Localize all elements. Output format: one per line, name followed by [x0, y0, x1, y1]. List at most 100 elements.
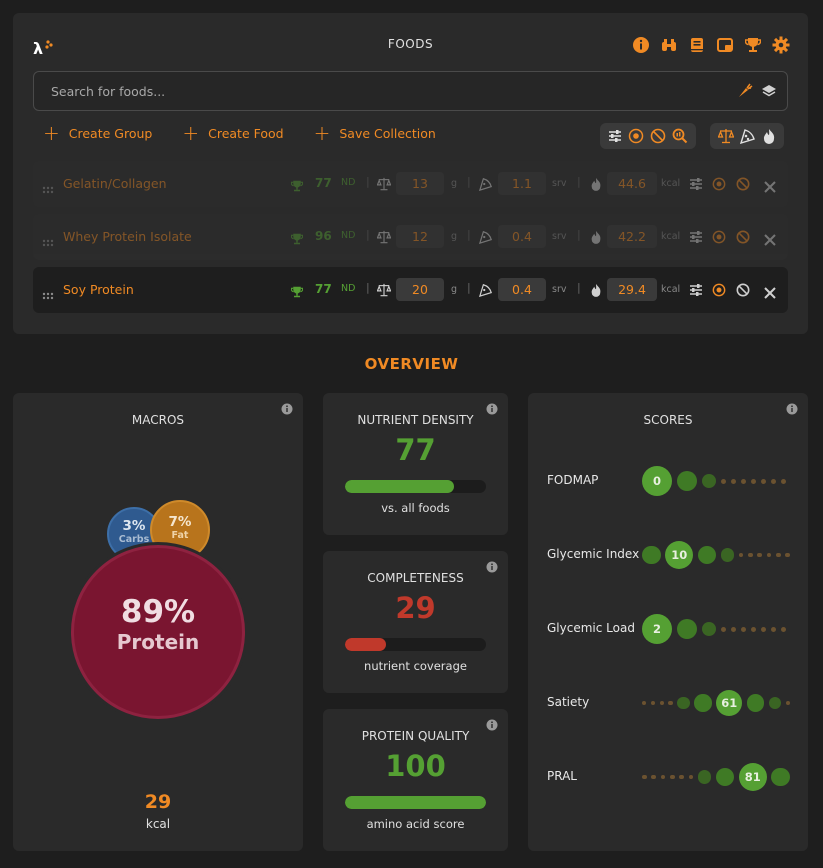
drag-handle-icon[interactable] — [42, 285, 54, 304]
score-value-dot: 2 — [642, 614, 672, 644]
score-dot — [748, 552, 753, 558]
nd-label: ND — [341, 230, 356, 241]
score-dot — [766, 552, 772, 558]
close-icon[interactable] — [764, 284, 776, 303]
target-icon[interactable] — [712, 176, 726, 195]
servings-unit: srv — [552, 178, 567, 189]
servings-input[interactable]: 0.4 — [498, 225, 546, 248]
score-dot — [768, 696, 782, 710]
search-zoom-icon[interactable] — [672, 128, 688, 144]
pizza-slice-icon[interactable] — [740, 128, 756, 144]
score-dot — [731, 626, 736, 632]
food-name[interactable]: Whey Protein Isolate — [63, 229, 192, 244]
layers-icon[interactable] — [761, 83, 777, 99]
gear-icon[interactable] — [772, 36, 790, 54]
save-collection-button[interactable]: + Save Collection — [313, 121, 436, 145]
score-dot — [660, 774, 666, 780]
target-icon[interactable] — [712, 282, 726, 301]
kcal-input[interactable]: 44.6 — [607, 172, 657, 195]
servings-input[interactable]: 1.1 — [498, 172, 546, 195]
drag-handle-icon[interactable] — [42, 179, 54, 198]
protein-bubble: 89% Protein — [71, 545, 245, 719]
scale-icon[interactable] — [718, 128, 734, 144]
info-icon[interactable] — [632, 36, 650, 54]
ban-icon[interactable] — [650, 128, 666, 144]
score-value-dot: 0 — [642, 466, 672, 496]
sliders-icon[interactable] — [689, 282, 703, 301]
fire-icon — [590, 282, 602, 301]
separator: | — [467, 228, 471, 241]
amount-input[interactable]: 13 — [396, 172, 444, 195]
score-dot — [659, 700, 664, 706]
completeness-title: COMPLETENESS — [367, 571, 464, 585]
nutrient-density-caption: vs. all foods — [381, 501, 450, 515]
sliders-icon[interactable] — [608, 129, 622, 143]
protein-quality-value: 100 — [385, 749, 446, 783]
drag-handle-icon[interactable] — [42, 232, 54, 251]
trophy-icon[interactable] — [744, 36, 762, 54]
score-dot — [669, 774, 675, 780]
binoculars-icon[interactable] — [660, 36, 678, 54]
food-search-input[interactable] — [51, 83, 701, 99]
score-dot — [741, 626, 746, 632]
ban-icon[interactable] — [736, 176, 750, 195]
create-group-button[interactable]: + Create Group — [43, 121, 153, 145]
food-name[interactable]: Gelatin/Collagen — [63, 176, 167, 191]
fire-icon — [590, 176, 602, 195]
picture-in-picture-icon[interactable] — [716, 36, 734, 54]
score-dot — [679, 774, 684, 780]
target-icon[interactable] — [712, 229, 726, 248]
amount-input[interactable]: 12 — [396, 225, 444, 248]
amount-input[interactable]: 20 — [396, 278, 444, 301]
nutrient-density-bar — [345, 480, 486, 493]
servings-input[interactable]: 0.4 — [498, 278, 546, 301]
kcal-input[interactable]: 29.4 — [607, 278, 657, 301]
food-search-box — [33, 71, 788, 111]
score-dot — [677, 471, 697, 491]
protein-quality-caption: amino acid score — [366, 817, 465, 831]
actions-row: + Create Group + Create Food + Save Collect… — [43, 121, 436, 145]
food-score: 77 — [315, 282, 332, 296]
kcal-input[interactable]: 42.2 — [607, 225, 657, 248]
info-icon[interactable] — [786, 403, 798, 415]
ban-icon[interactable] — [736, 229, 750, 248]
target-icon[interactable] — [628, 128, 644, 144]
completeness-bar — [345, 638, 486, 651]
pizza-slice-icon — [478, 282, 493, 301]
close-icon[interactable] — [764, 231, 776, 250]
food-row[interactable]: Gelatin/Collagen 77 ND | 13 g | 1.1 srv … — [33, 161, 788, 207]
food-name[interactable]: Soy Protein — [63, 282, 134, 297]
book-icon[interactable] — [688, 36, 706, 54]
create-food-button[interactable]: + Create Food — [182, 121, 284, 145]
score-dot — [702, 474, 716, 488]
ban-icon[interactable] — [736, 282, 750, 301]
food-row[interactable]: Whey Protein Isolate 96 ND | 12 g | 0.4 … — [33, 214, 788, 260]
amount-unit: g — [451, 284, 458, 295]
close-icon[interactable] — [764, 178, 776, 197]
info-icon[interactable] — [486, 719, 498, 731]
sliders-icon[interactable] — [689, 229, 703, 248]
score-value-dot: 81 — [738, 763, 767, 791]
scale-icon — [376, 282, 392, 301]
fire-icon[interactable] — [762, 128, 776, 144]
view-toggle-group — [600, 123, 696, 149]
trophy-icon — [290, 177, 304, 196]
app-logo-icon[interactable]: λ — [33, 37, 53, 57]
carrot-icon[interactable] — [737, 83, 753, 99]
info-icon[interactable] — [281, 403, 293, 415]
info-icon[interactable] — [486, 403, 498, 415]
food-row[interactable]: Soy Protein 77 ND | 20 g | 0.4 srv | 29.… — [33, 267, 788, 313]
sliders-icon[interactable] — [689, 176, 703, 195]
info-icon[interactable] — [486, 561, 498, 573]
plus-icon: + — [43, 121, 60, 145]
score-dot — [746, 694, 765, 712]
score-dot — [697, 770, 711, 784]
trophy-icon — [290, 283, 304, 302]
protein-quality-bar — [345, 796, 486, 809]
score-scale: 2 — [642, 614, 790, 644]
scores-card: SCORES FODMAP 0 Glycemic Index 10 Glycemic L… — [528, 393, 808, 851]
nutrient-density-bar-fill — [345, 480, 454, 493]
score-label: FODMAP — [547, 473, 599, 487]
scale-icon — [376, 176, 392, 195]
completeness-caption: nutrient coverage — [364, 659, 467, 673]
